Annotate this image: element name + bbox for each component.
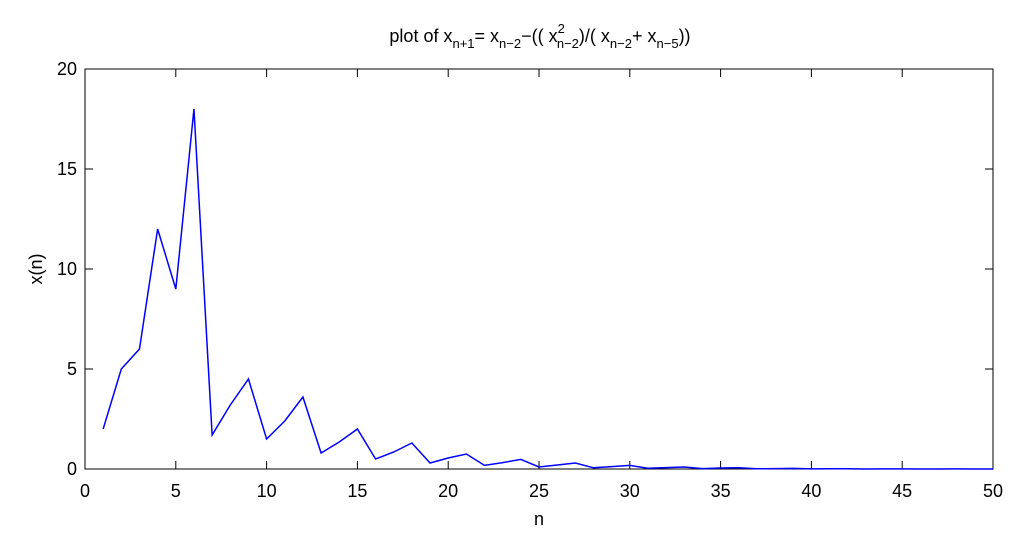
y-tick-label: 20: [57, 59, 77, 79]
x-tick-label: 40: [801, 481, 821, 501]
x-tick-label: 15: [347, 481, 367, 501]
y-tick-labels: 0 5 10 15 20: [57, 59, 77, 479]
x-tick-label: 35: [711, 481, 731, 501]
series-line: [102, 108, 994, 470]
x-tick-label: 25: [529, 481, 549, 501]
x-tick-label: 10: [257, 481, 277, 501]
plot-area: [84, 68, 994, 470]
y-tick-label: 5: [67, 359, 77, 379]
x-tick-label: 30: [620, 481, 640, 501]
x-tick-label: 0: [80, 481, 90, 501]
series-layer: [102, 108, 994, 470]
y-tick-label: 15: [57, 159, 77, 179]
x-tick-label: 5: [171, 481, 181, 501]
y-axis-label: x(n): [26, 254, 46, 285]
x-tick-labels: 0 5 10 15 20 25 30 35 40 45 50: [80, 481, 1003, 501]
x-tick-label: 50: [983, 481, 1003, 501]
x-tick-label: 20: [438, 481, 458, 501]
chart-title: plot of xn+1= xn−2−(( x2 n−2)/( xn−2+ xn−…: [389, 21, 690, 51]
y-tick-label: 10: [57, 259, 77, 279]
x-axis-label: n: [534, 509, 544, 529]
y-tick-label: 0: [67, 459, 77, 479]
x-tick-label: 45: [892, 481, 912, 501]
